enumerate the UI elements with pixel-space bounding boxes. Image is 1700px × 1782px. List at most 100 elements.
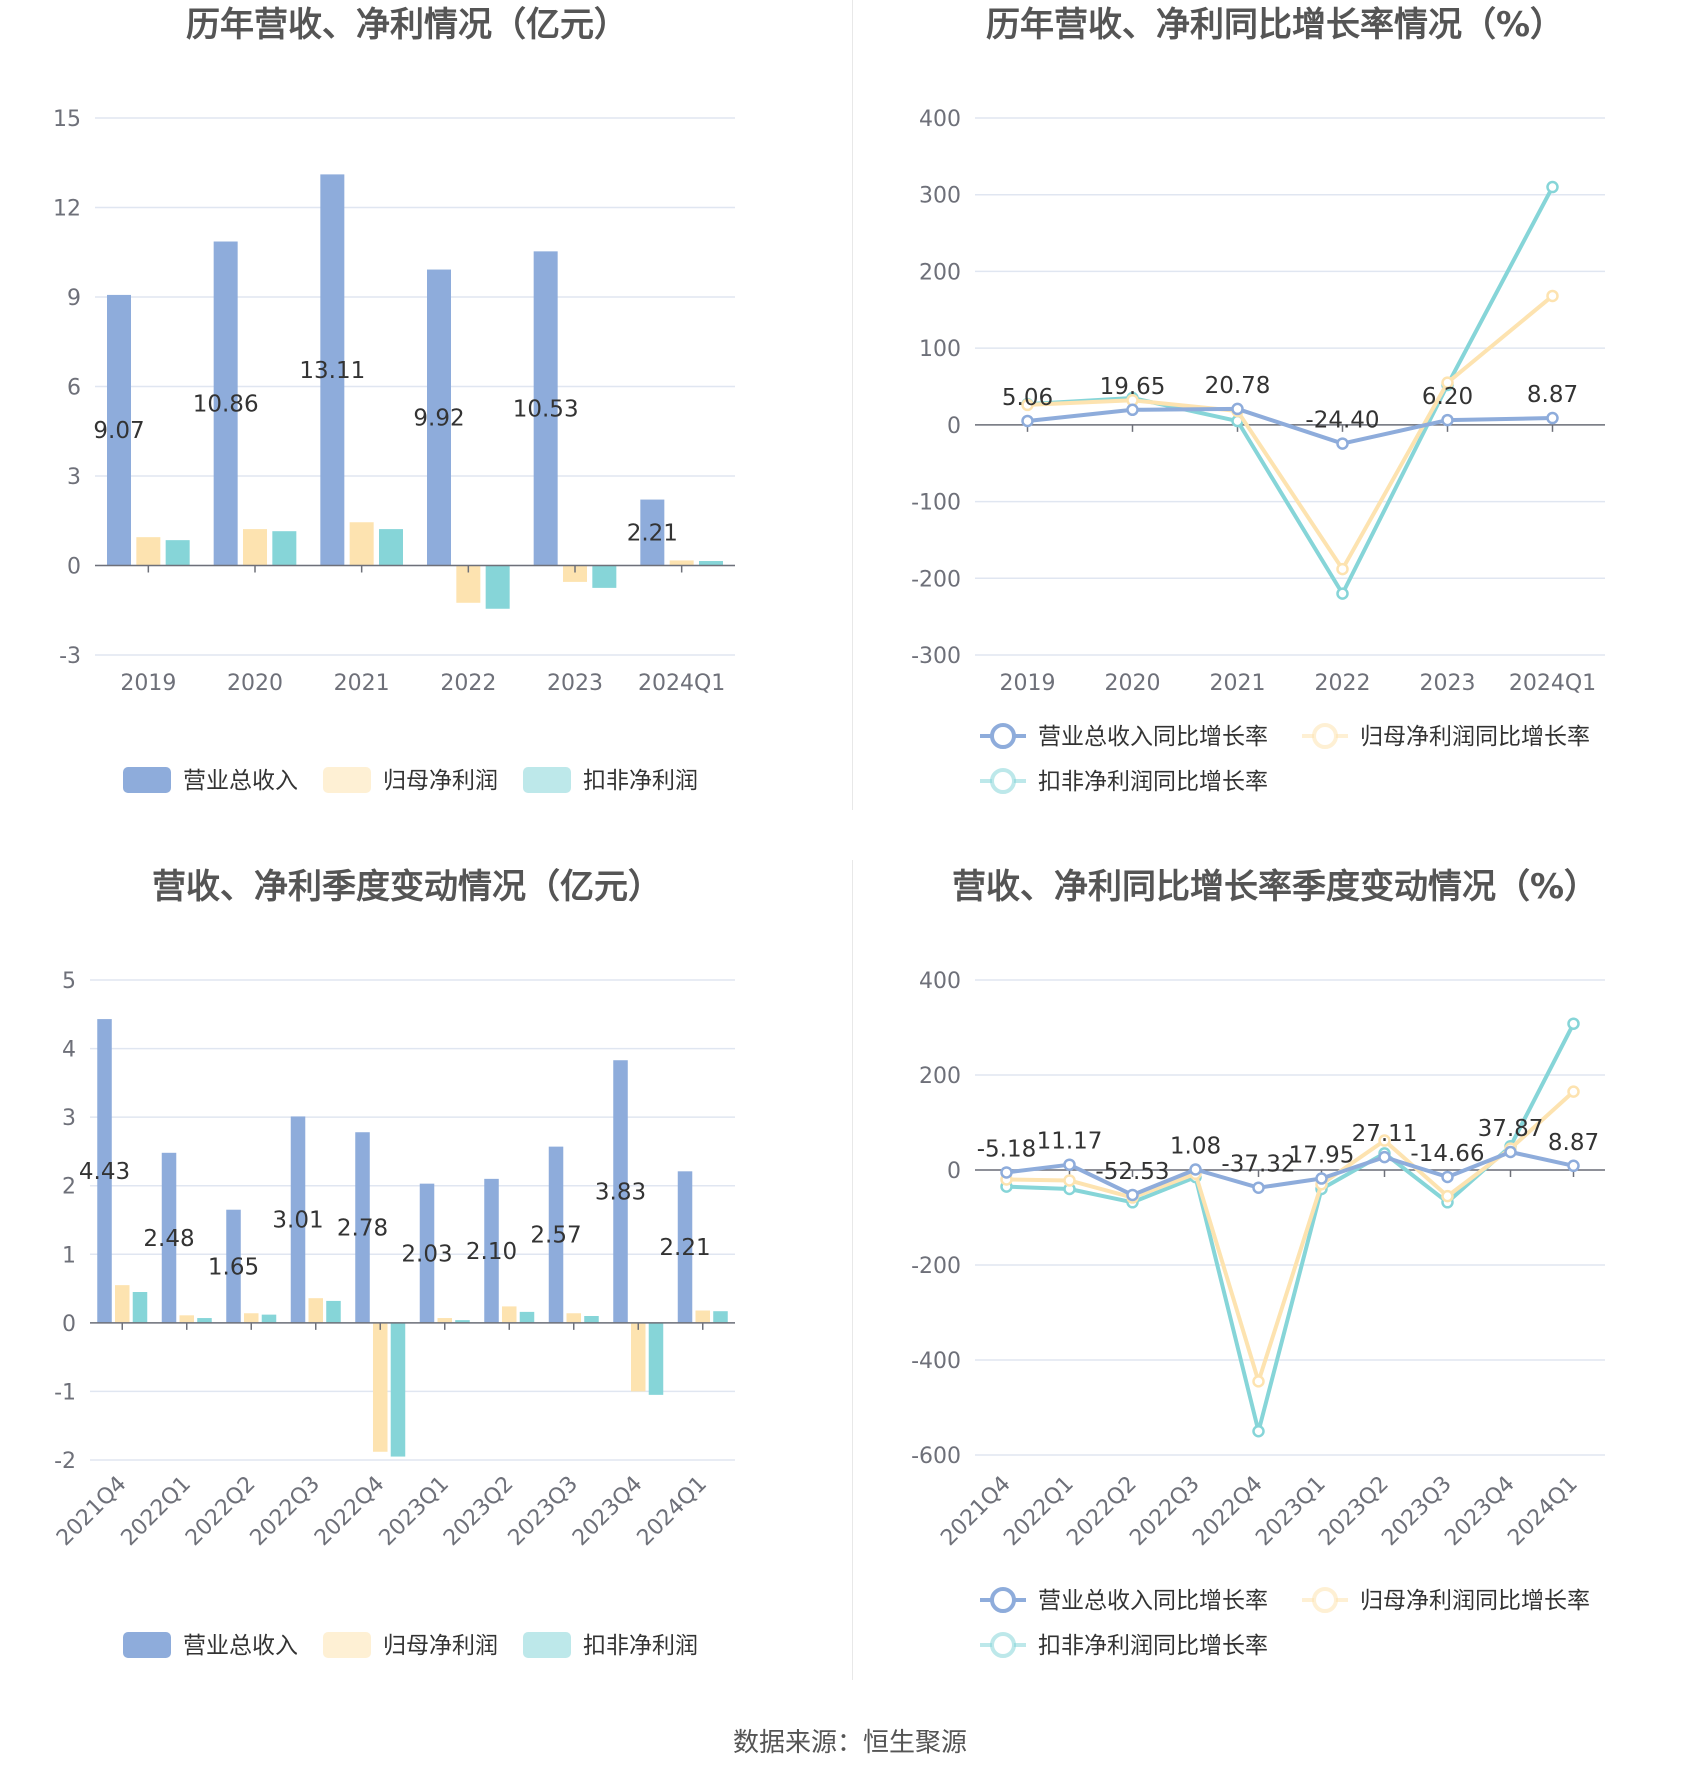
bar [308,1298,324,1323]
x-tick-label: 2023Q4 [568,1472,647,1551]
data-source-name: 恒生聚源 [863,1728,968,1758]
annual-growth-chart: 历年营收、净利同比增长率情况（%） -300 -200 -100 0 100 200 300 4… [850,0,1700,860]
chart-title: 营收、净利同比增长率季度变动情况（%） [952,867,1598,907]
x-tick-label: 2022 [440,671,496,696]
bar [114,1285,130,1323]
series-point [1252,1375,1265,1388]
bar [695,1310,711,1323]
x-tick-label: 2023Q3 [504,1472,583,1551]
bar [640,499,665,566]
data-label: 19.65 [1100,374,1166,400]
data-label: 4.43 [79,1159,130,1185]
legend-label: 扣非净利润 [583,768,698,794]
x-tick-label: 2021Q4 [52,1472,131,1551]
data-label: -52.53 [1095,1159,1169,1185]
series-point [1378,1150,1391,1164]
data-label: 2.10 [466,1239,517,1265]
x-tick-label: 2024Q1 [1509,671,1596,696]
x-tick-label: 2022Q4 [310,1472,389,1551]
data-label: -24.40 [1305,408,1379,434]
x-tick-label: 2023 [1420,671,1476,696]
legend-label: 扣非净利润同比增长率 [1038,1633,1268,1659]
legend-label: 营业总收入同比增长率 [1038,1588,1268,1614]
data-label: 3.83 [595,1180,646,1206]
y-tick-label: -300 [911,644,961,669]
bar [699,561,723,566]
series-point [1441,1189,1454,1203]
chart-title: 历年营收、净利同比增长率情况（%） [986,5,1564,45]
series-line [1006,1022,1576,1434]
divider-bottom [852,860,853,1680]
bar [390,1322,406,1457]
y-tick-label: 0 [62,1312,76,1337]
data-label: 2.57 [530,1223,581,1249]
series-point [1126,1188,1139,1202]
data-label: 17.95 [1289,1143,1355,1169]
bar [427,269,451,566]
legend-label: 营业总收入 [183,768,298,794]
bar [226,1209,241,1323]
series-point [1315,1172,1328,1185]
bar [592,565,617,588]
series-point [1441,413,1454,427]
y-tick-label: -100 [911,491,961,516]
x-tick-label: 2022Q1 [117,1472,196,1551]
bar [320,174,345,566]
x-tick-label: 2022Q2 [181,1472,260,1551]
series-line [1006,1150,1574,1197]
bar [455,1320,470,1323]
y-tick-label: -2 [54,1449,76,1474]
x-tick-label: 2021 [334,671,390,696]
bar [563,565,587,582]
y-tick-label: 200 [919,1064,961,1089]
legend-swatch [523,1632,571,1658]
legend-label: 归母净利润 [383,768,498,794]
legend-label: 营业总收入同比增长率 [1038,724,1268,750]
series-line [1006,1090,1575,1384]
data-label: 8.87 [1548,1130,1599,1156]
data-label: -37.32 [1221,1152,1295,1178]
x-tick-label: 2022Q3 [246,1472,325,1551]
series-point [1252,1181,1265,1194]
series-point [1546,180,1559,194]
bar [213,241,238,566]
x-tick-label: 2019 [120,671,176,696]
data-label: 3.01 [272,1208,323,1234]
data-source: 数据来源：恒生聚源 [0,1722,1700,1759]
legend-marker [990,768,1016,794]
bar [161,1152,177,1323]
data-label: 13.11 [299,358,365,384]
legend-label: 营业总收入 [183,1633,298,1659]
bar [97,1019,112,1323]
bar [501,1306,517,1323]
y-tick-label: 1 [62,1243,76,1268]
legend-marker [990,1587,1016,1613]
data-label: 37.87 [1478,1116,1544,1142]
bar [648,1322,664,1395]
series-point [1546,289,1559,303]
divider-top [852,0,853,810]
data-label: 9.07 [93,418,144,444]
bar [165,540,190,566]
bar [132,1292,148,1323]
bar [713,1311,728,1323]
series-point [1441,1170,1454,1184]
data-label: 20.78 [1205,373,1271,399]
legend-marker [1312,723,1338,749]
bar [613,1060,628,1323]
data-label: 1.65 [208,1254,259,1280]
series-point [1546,411,1559,425]
legend-swatch [523,767,571,793]
bar [419,1183,435,1323]
data-label: 11.17 [1037,1129,1103,1155]
series-point [1378,1134,1391,1147]
y-tick-label: -600 [911,1444,961,1469]
chart-title: 营收、净利季度变动情况（亿元） [152,867,662,907]
series-point [1504,1145,1517,1159]
bar [630,1322,646,1392]
series-point [1063,1158,1076,1171]
legend-label: 归母净利润同比增长率 [1360,724,1590,750]
bar [372,1322,388,1452]
quarterly-growth-chart: 营收、净利同比增长率季度变动情况（%） -600 -400 -200 0 200 400 20… [850,860,1700,1720]
x-tick-label: 2021 [1210,671,1266,696]
